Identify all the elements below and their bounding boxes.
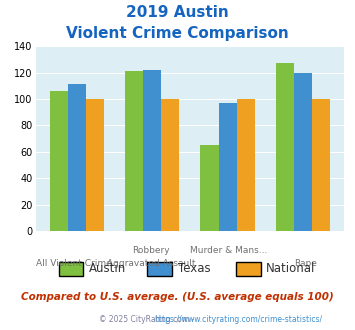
Text: Texas: Texas xyxy=(178,262,210,276)
Bar xyxy=(50,91,68,231)
Bar xyxy=(276,63,294,231)
Bar xyxy=(143,70,161,231)
Text: All Violent Crime: All Violent Crime xyxy=(36,259,112,268)
Bar xyxy=(294,73,312,231)
Text: © 2025 CityRating.com -: © 2025 CityRating.com - xyxy=(99,315,197,324)
Text: https://www.cityrating.com/crime-statistics/: https://www.cityrating.com/crime-statist… xyxy=(154,315,323,324)
Text: Austin: Austin xyxy=(89,262,126,276)
Bar xyxy=(312,99,330,231)
Bar xyxy=(86,99,104,231)
Text: Murder & Mans...: Murder & Mans... xyxy=(190,246,267,255)
Text: 2019 Austin: 2019 Austin xyxy=(126,5,229,20)
Text: Aggravated Assault: Aggravated Assault xyxy=(107,259,196,268)
Text: Compared to U.S. average. (U.S. average equals 100): Compared to U.S. average. (U.S. average … xyxy=(21,292,334,302)
Text: Violent Crime Comparison: Violent Crime Comparison xyxy=(66,26,289,41)
Bar xyxy=(161,99,179,231)
Text: Robbery: Robbery xyxy=(132,246,170,255)
Bar xyxy=(125,71,143,231)
Text: Rape: Rape xyxy=(294,259,317,268)
Bar xyxy=(219,103,237,231)
Bar xyxy=(237,99,255,231)
Bar xyxy=(68,84,86,231)
Text: National: National xyxy=(266,262,316,276)
Bar xyxy=(201,145,219,231)
